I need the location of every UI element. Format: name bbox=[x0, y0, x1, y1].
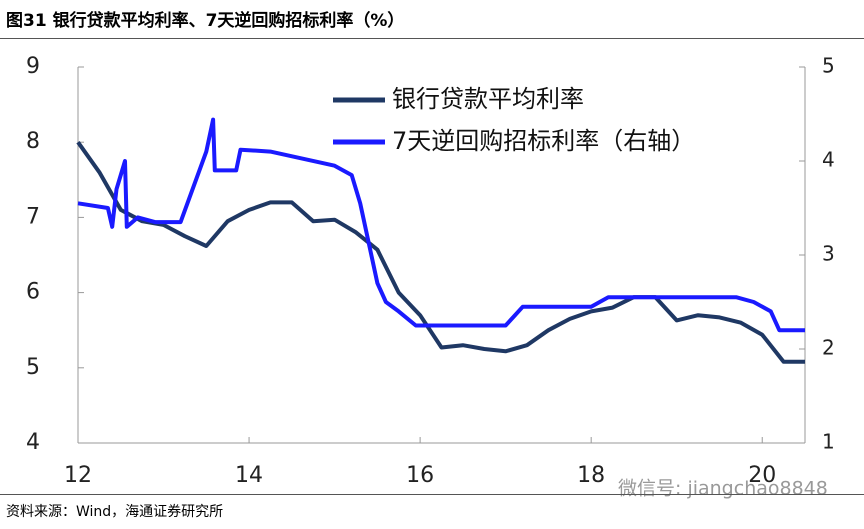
x-tick-label: 14 bbox=[235, 463, 263, 488]
series-line bbox=[76, 141, 805, 364]
y-tick-label: 7 bbox=[26, 204, 40, 229]
source-note: 资料来源：Wind，海通证券研究所 bbox=[6, 504, 224, 520]
y-tick-label: 9 bbox=[26, 54, 40, 79]
series-line bbox=[77, 117, 805, 333]
watermark: 微信号: jiangchao8848 bbox=[618, 478, 828, 500]
y2-tick-label: 3 bbox=[822, 242, 835, 266]
x-tick-label: 12 bbox=[64, 463, 92, 488]
legend-label: 银行贷款平均利率 bbox=[392, 85, 584, 113]
y2-tick-label: 1 bbox=[822, 430, 835, 454]
y2-tick-label: 5 bbox=[822, 54, 835, 78]
y-tick-label: 5 bbox=[26, 355, 40, 380]
y-tick-label: 8 bbox=[26, 129, 40, 154]
chart-title: 图31 银行贷款平均利率、7天逆回购招标利率（%） bbox=[6, 11, 405, 31]
source-rule bbox=[0, 494, 864, 495]
x-tick-label: 18 bbox=[577, 463, 605, 488]
x-tick-label: 20 bbox=[748, 463, 776, 488]
y2-tick-label: 4 bbox=[822, 148, 835, 172]
x-tick-label: 16 bbox=[406, 463, 434, 488]
y2-tick-label: 2 bbox=[822, 336, 835, 360]
title-rule bbox=[0, 38, 864, 39]
y-tick-label: 6 bbox=[26, 280, 40, 305]
legend-label: 7天逆回购招标利率（右轴） bbox=[392, 127, 695, 155]
y-tick-label: 4 bbox=[26, 430, 40, 455]
